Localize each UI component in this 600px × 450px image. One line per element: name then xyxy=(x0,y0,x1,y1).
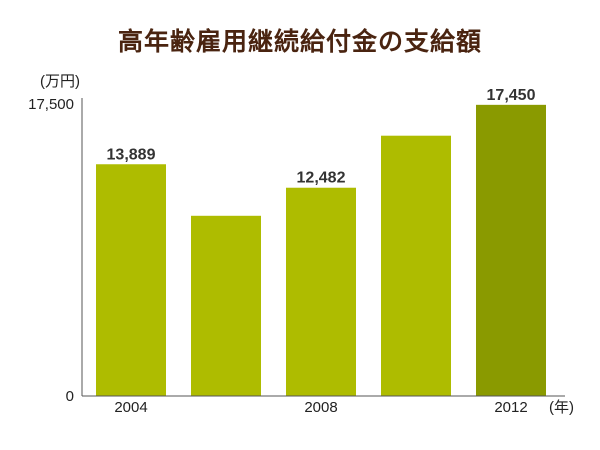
chart-title: 高年齢雇用継続給付金の支給額 xyxy=(117,27,482,56)
y-tick-label: 0 xyxy=(66,388,74,405)
x-tick-label: 2008 xyxy=(304,399,337,416)
x-tick-label: 2004 xyxy=(114,399,147,416)
bar-2012 xyxy=(476,104,546,396)
data-label: 12,482 xyxy=(297,170,346,187)
bar-2004 xyxy=(96,164,166,396)
bar-2008 xyxy=(286,187,356,396)
x-tick-label: 2012 xyxy=(494,399,527,416)
y-axis-unit: (万円) xyxy=(40,73,80,90)
bar-2010 xyxy=(381,135,451,396)
bar-2006 xyxy=(191,215,261,396)
data-label: 13,889 xyxy=(107,146,156,163)
data-label: 17,450 xyxy=(487,87,536,104)
x-axis-unit: (年) xyxy=(549,399,574,416)
y-tick-label: 17,500 xyxy=(28,96,74,113)
